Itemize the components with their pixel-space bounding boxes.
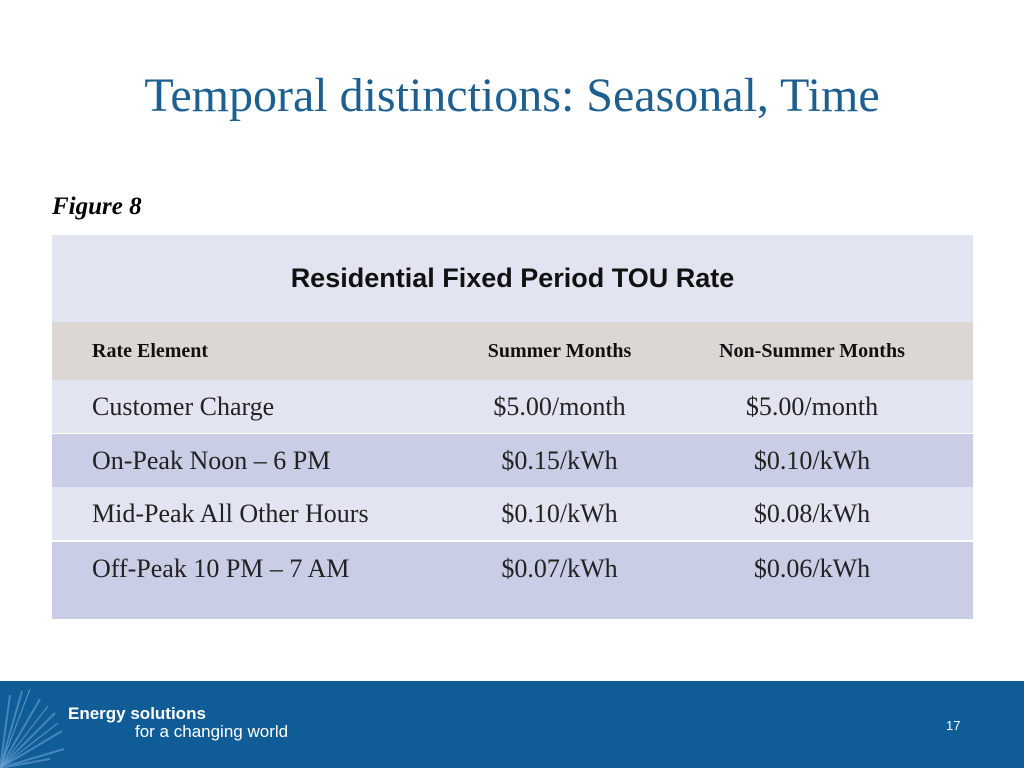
rate-element-cell: On-Peak Noon – 6 PM: [92, 445, 331, 475]
table-row: Mid-Peak All Other Hours $0.10/kWh $0.08…: [52, 487, 973, 540]
footer-bar: Energy solutions for a changing world 17: [0, 681, 1024, 768]
rate-element-cell: Customer Charge: [92, 391, 275, 421]
table-row: Customer Charge $5.00/month $5.00/month: [52, 380, 973, 433]
tagline-line-2: for a changing world: [135, 722, 289, 741]
page-number: 17: [946, 718, 961, 733]
summer-rate-cell: $0.07/kWh: [501, 553, 618, 583]
tagline-line-1: Energy solutions: [68, 704, 206, 723]
column-header-summer: Summer Months: [487, 339, 632, 362]
figure-label: Figure 8: [52, 193, 142, 220]
table-row: Off-Peak 10 PM – 7 AM $0.07/kWh $0.06/kW…: [52, 542, 973, 619]
non-summer-rate-cell: $0.06/kWh: [753, 553, 871, 583]
table-row: On-Peak Noon – 6 PM $0.15/kWh $0.10/kWh: [52, 434, 973, 487]
rate-element-cell: Off-Peak 10 PM – 7 AM: [92, 553, 350, 583]
summer-rate-cell: $0.15/kWh: [501, 445, 618, 475]
table-title: Residential Fixed Period TOU Rate: [52, 235, 973, 322]
table-header-row: Rate Element Summer Months Non-Summer Mo…: [52, 322, 973, 380]
rate-element-cell: Mid-Peak All Other Hours: [92, 498, 369, 528]
summer-rate-cell: $0.10/kWh: [501, 498, 618, 528]
sunburst-icon: [0, 688, 65, 768]
non-summer-rate-cell: $0.08/kWh: [753, 498, 871, 528]
slide-title: Temporal distinctions: Seasonal, Time: [144, 69, 880, 122]
column-header-non-summer: Non-Summer Months: [719, 339, 905, 362]
non-summer-rate-cell: $0.10/kWh: [753, 445, 871, 475]
rate-table: Residential Fixed Period TOU Rate Rate E…: [52, 235, 973, 619]
non-summer-rate-cell: $5.00/month: [745, 391, 879, 421]
summer-rate-cell: $5.00/month: [493, 391, 626, 421]
column-header-rate-element: Rate Element: [92, 339, 209, 362]
